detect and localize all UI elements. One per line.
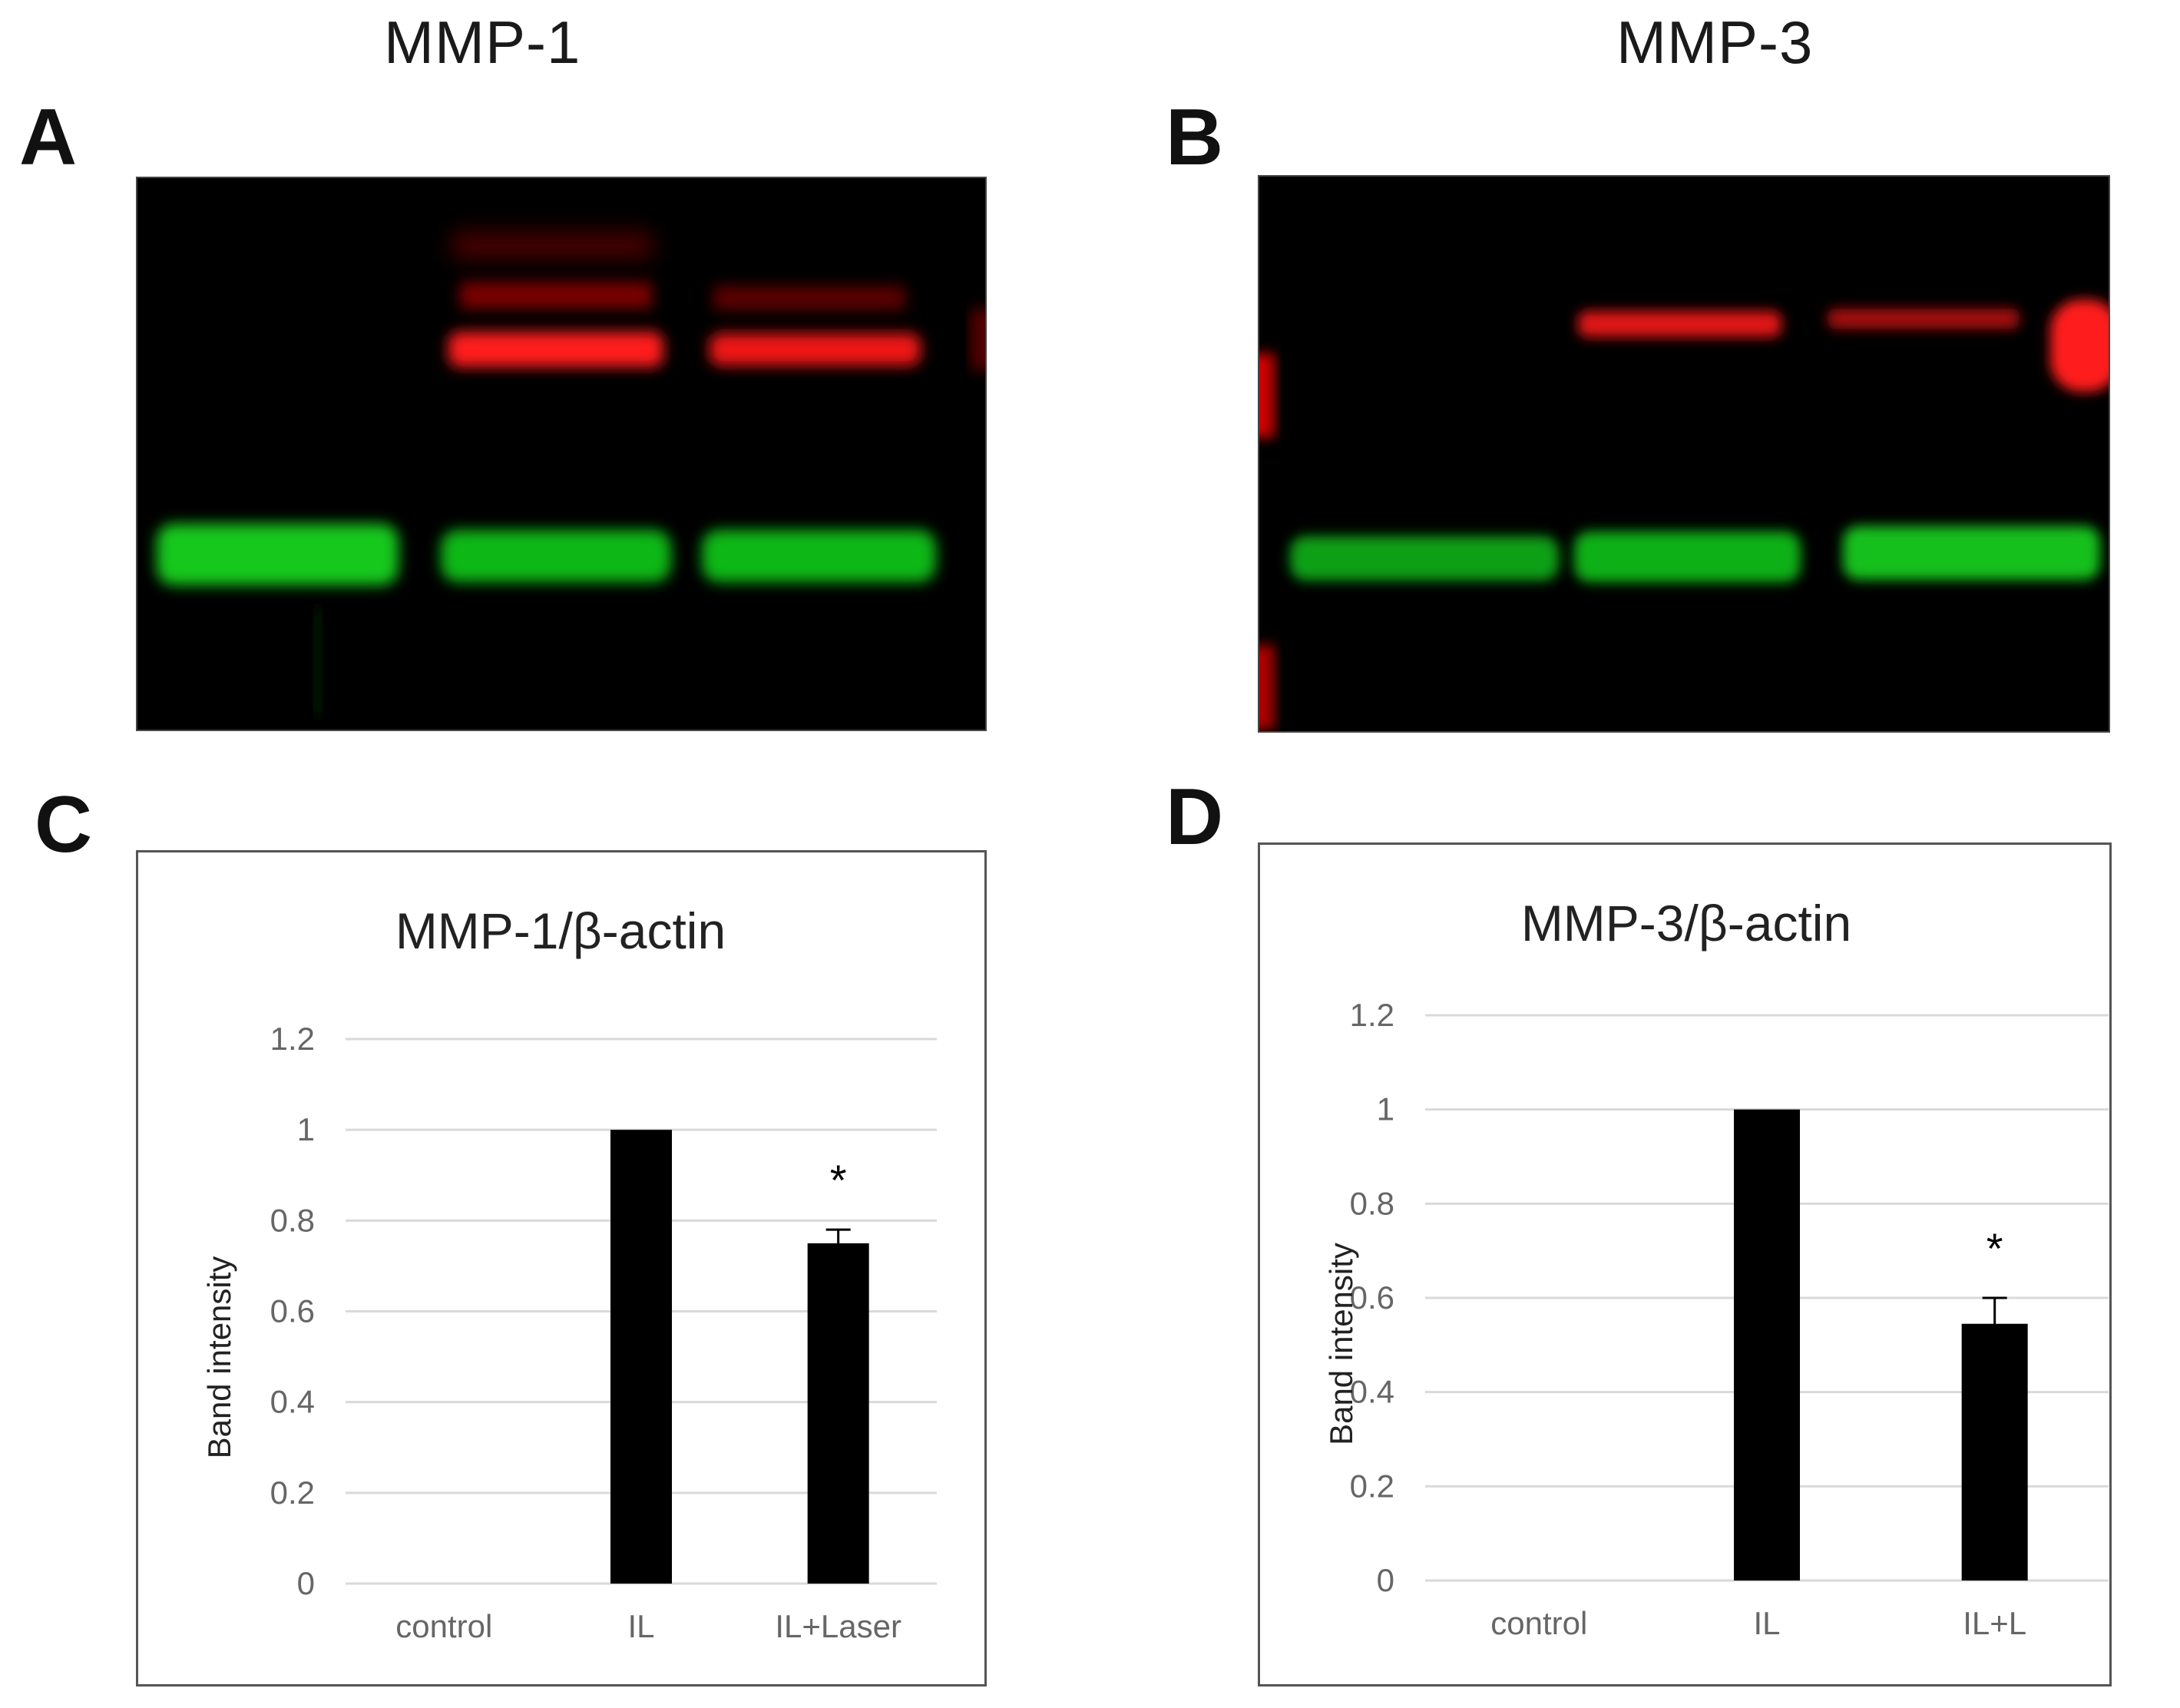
panel-label-d: D	[1166, 773, 1224, 862]
mmp1-column-title: MMP-1	[384, 8, 581, 76]
green-band-lane1	[1290, 536, 1559, 581]
y-axis-label: Band intensity	[201, 1256, 237, 1459]
red-band-lane2	[448, 332, 663, 367]
y-tick-label: 0	[297, 1565, 315, 1601]
y-tick-label: 0.4	[270, 1384, 315, 1420]
y-tick-label: 0	[1377, 1562, 1394, 1598]
bar-il	[1734, 1109, 1800, 1581]
green-band-lane3	[1843, 526, 2100, 580]
green-band-lane1	[157, 524, 399, 585]
red-band-faint	[713, 286, 905, 310]
y-tick-label: 0.6	[1350, 1279, 1394, 1316]
panel-label-b: B	[1166, 93, 1224, 182]
mmp3-column-title: MMP-3	[1616, 8, 1814, 76]
y-tick-label: 1	[297, 1111, 315, 1147]
y-tick-label: 1.2	[1350, 997, 1394, 1033]
red-band-faint	[452, 232, 652, 259]
x-category-label: IL	[1753, 1605, 1780, 1641]
red-band-faint	[460, 282, 652, 309]
significance-marker: *	[1986, 1224, 2003, 1273]
bar-il-laser	[807, 1243, 869, 1584]
x-category-label: control	[1490, 1605, 1587, 1641]
panel-label-a: A	[19, 93, 78, 182]
x-category-label: IL+Laser	[775, 1608, 901, 1644]
y-tick-label: 0.2	[270, 1475, 315, 1511]
western-blot-mmp3	[1258, 175, 2110, 733]
bar-il	[610, 1130, 672, 1584]
bar-chart-mmp1: MMP-1/β-actin 0 0.2 0.4 0.6 0.8 1 1.2 Band inten…	[201, 902, 937, 1644]
y-tick-label: 0.8	[1350, 1185, 1394, 1221]
y-tick-label: 1	[1377, 1091, 1394, 1127]
western-blot-mmp1-image	[137, 178, 985, 730]
red-edge-marker	[1259, 353, 1275, 438]
red-edge-marker	[971, 309, 985, 370]
y-tick-label: 0.4	[1350, 1374, 1394, 1410]
significance-marker: *	[830, 1156, 847, 1204]
y-axis-label: Band intensity	[1323, 1243, 1359, 1445]
green-band-lane2	[1574, 531, 1801, 582]
green-faint-streak	[314, 608, 322, 716]
y-tick-label: 0.2	[1350, 1468, 1394, 1504]
red-band-lane3	[1828, 309, 2020, 329]
panel-label-c: C	[35, 780, 93, 869]
x-category-label: IL	[627, 1608, 654, 1644]
bar-chart-mmp3: MMP-3/β-actin 0 0.2 0.4 0.6 0.8 1 1.2 Band inten…	[1323, 895, 2109, 1641]
bar-il-l	[1961, 1323, 2028, 1581]
y-tick-label: 0.8	[270, 1202, 315, 1238]
western-blot-mmp1	[136, 177, 987, 731]
y-tick-label: 1.2	[270, 1021, 315, 1057]
y-tick-label: 0.6	[270, 1293, 315, 1329]
western-blot-mmp3-image	[1259, 177, 2109, 731]
chart-title: MMP-1/β-actin	[395, 902, 726, 959]
green-band-lane2	[441, 530, 671, 582]
chart-panel-c: MMP-1/β-actin 0 0.2 0.4 0.6 0.8 1 1.2 Band inten…	[136, 850, 987, 1686]
red-band-lane3	[710, 333, 921, 366]
x-category-label: control	[395, 1608, 492, 1644]
red-edge-marker	[1259, 645, 1275, 730]
red-band-lane2	[1578, 311, 1781, 337]
green-band-lane3	[702, 530, 936, 582]
chart-panel-d: MMP-3/β-actin 0 0.2 0.4 0.6 0.8 1 1.2 Band inten…	[1258, 842, 2112, 1686]
x-category-label: IL+L	[1963, 1605, 2026, 1641]
chart-title: MMP-3/β-actin	[1521, 895, 1851, 952]
red-edge-marker	[2050, 300, 2109, 392]
